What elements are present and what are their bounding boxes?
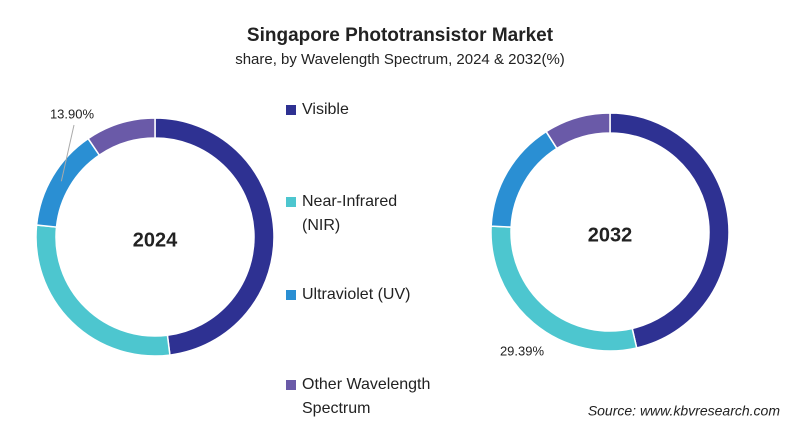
legend-swatch <box>286 105 296 115</box>
legend-label: Ultraviolet (UV) <box>302 286 410 303</box>
legend-swatch <box>286 197 296 207</box>
donut-segment <box>87 117 156 157</box>
legend-label-line: Other Wavelength <box>302 376 430 393</box>
donut-center-label: 2024 <box>133 229 178 251</box>
legend-label-line: Near-Infrared <box>302 193 397 210</box>
leader-line <box>60 124 75 182</box>
legend-label: Near-Infrared (NIR) <box>302 193 397 234</box>
data-label: 13.90% <box>50 106 95 121</box>
legend-swatch <box>286 290 296 300</box>
chart-title: Singapore Phototransistor Market <box>247 25 554 46</box>
donut-center-label: 2032 <box>588 224 633 246</box>
donut-segment <box>545 112 611 150</box>
legend-label: Other Wavelength Spectrum <box>302 376 430 417</box>
legend-label: Visible <box>302 101 349 118</box>
source-note: Source: www.kbvresearch.com <box>588 403 781 419</box>
legend-label-line: Spectrum <box>302 400 370 417</box>
legend-label-line: (NIR) <box>302 217 340 234</box>
data-label: 29.39% <box>500 343 545 358</box>
legend-swatch <box>286 380 296 390</box>
chart-subtitle: share, by Wavelength Spectrum, 2024 & 20… <box>235 51 565 68</box>
